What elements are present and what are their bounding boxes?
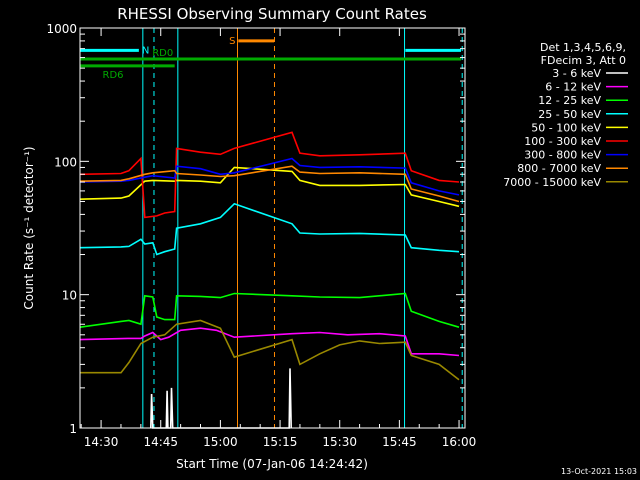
y-tick-label-3: 1000 [46, 22, 77, 36]
legend-label-0: 3 - 6 keV [552, 67, 601, 80]
legend-label-7: 800 - 7000 keV [517, 162, 601, 175]
x-tick-label-2: 15:00 [203, 435, 238, 449]
legend-label-2: 12 - 25 keV [538, 94, 601, 107]
legend-label-8: 7000 - 15000 keV [503, 176, 601, 189]
y-tick-label-0: 1 [69, 422, 77, 436]
series-line-6 [79, 157, 460, 196]
series-line-7 [79, 165, 460, 203]
annotation-label-s: S [229, 36, 235, 47]
x-tick-label-0: 14:30 [84, 435, 119, 449]
series-line-8 [80, 319, 460, 381]
legend-label-1: 6 - 12 keV [545, 81, 601, 94]
annotation-label-n: N [142, 45, 149, 56]
chart-title: RHESSI Observing Summary Count Rates [117, 5, 427, 23]
legend: Det 1,3,4,5,6,9,FDecim 3, Att 03 - 6 keV… [503, 41, 628, 189]
x-tick-label-6: 16:00 [442, 435, 477, 449]
series-line-3 [79, 202, 460, 256]
series-line-5 [79, 131, 460, 219]
legend-label-4: 50 - 100 keV [531, 121, 601, 134]
x-tick-label-3: 15:15 [263, 435, 298, 449]
series-line-1 [79, 327, 460, 357]
legend-header-0: Det 1,3,4,5,6,9, [540, 41, 626, 54]
legend-label-3: 25 - 50 keV [538, 108, 601, 121]
annotation-label-rd0: RD0 [152, 48, 173, 59]
series-line-2 [79, 292, 460, 328]
x-tick-label-5: 15:45 [382, 435, 417, 449]
plot-frame [79, 27, 466, 429]
annotation-label-rd6: RD6 [103, 70, 124, 81]
x-tick-label-1: 14:45 [143, 435, 178, 449]
y-axis-label: Count Rate (s⁻¹ detector⁻¹) [22, 146, 36, 309]
series-line-4 [79, 166, 460, 208]
plot-area: N RD0 RD6 S 14:30 14:45 15:00 15:15 15:30 15:45 16… [46, 22, 476, 449]
legend-label-5: 100 - 300 keV [524, 135, 601, 148]
legend-header-1: FDecim 3, Att 0 [541, 54, 626, 67]
x-axis-label: Start Time (07-Jan-06 14:24:42) [176, 457, 368, 471]
legend-label-6: 300 - 800 keV [524, 149, 601, 162]
y-tick-label-2: 100 [54, 155, 77, 169]
x-tick-label-4: 15:30 [322, 435, 357, 449]
y-tick-label-1: 10 [62, 289, 77, 303]
footer-date: 13-Oct-2021 15:03 [561, 467, 637, 476]
series-line-0 [150, 368, 292, 429]
